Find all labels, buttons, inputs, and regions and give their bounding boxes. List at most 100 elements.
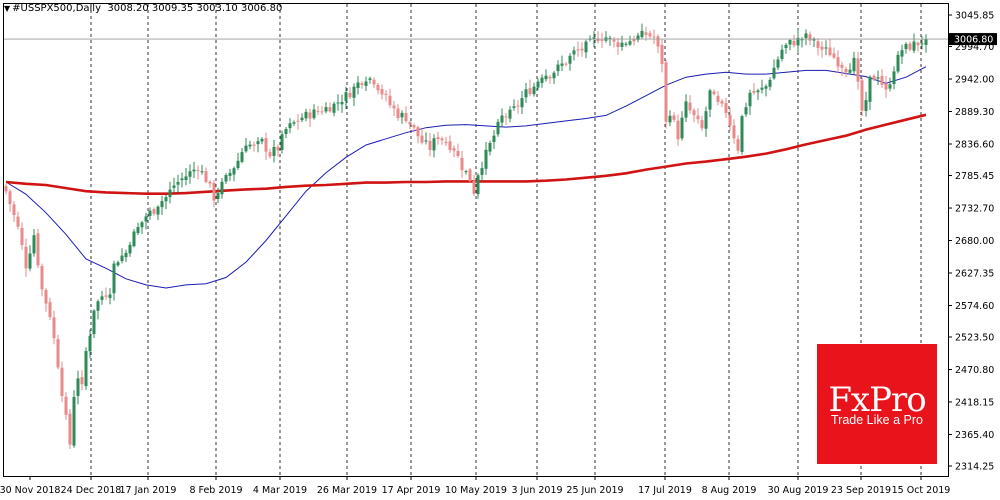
candle-bull bbox=[88, 335, 92, 352]
candle-bear bbox=[644, 32, 648, 35]
candle-bear bbox=[252, 144, 256, 146]
candles bbox=[4, 23, 928, 449]
y-axis: 3045.85 2994.70 2942.00 2889.30 2836.60 2785.… bbox=[948, 11, 994, 473]
candle-bull bbox=[424, 140, 428, 142]
candle-bull bbox=[100, 296, 104, 300]
candle-bull bbox=[484, 149, 488, 169]
candle-bull bbox=[224, 175, 228, 182]
y-tick-label: 2365.40 bbox=[955, 430, 994, 441]
candle-bull bbox=[904, 43, 908, 50]
candle-bull bbox=[544, 75, 548, 80]
candle-bull bbox=[400, 112, 404, 118]
candle-bull bbox=[764, 86, 768, 89]
candle-bull bbox=[536, 81, 540, 88]
candle-bull bbox=[216, 193, 220, 199]
candle-bear bbox=[516, 105, 520, 107]
candle-bear bbox=[700, 120, 704, 129]
candle-bear bbox=[884, 83, 888, 90]
dropdown-triangle-icon[interactable]: ▼ bbox=[4, 4, 11, 13]
candle-bull bbox=[896, 54, 900, 72]
candle-bear bbox=[308, 112, 312, 119]
x-tick-label: 4 Mar 2019 bbox=[253, 485, 307, 496]
candle-bear bbox=[468, 169, 472, 181]
candle-bull bbox=[164, 197, 168, 202]
candle-bull bbox=[624, 43, 628, 45]
candle-bear bbox=[816, 41, 820, 48]
x-tick-label: 25 Jun 2019 bbox=[566, 485, 623, 496]
candle-bear bbox=[752, 91, 756, 93]
candle-bull bbox=[108, 294, 112, 298]
candle-bear bbox=[820, 46, 824, 50]
candle-bull bbox=[140, 222, 144, 228]
candle-bull bbox=[636, 35, 640, 40]
candle-bull bbox=[76, 378, 80, 396]
y-tick-label: 2470.80 bbox=[955, 365, 994, 376]
candle-bull bbox=[240, 152, 244, 162]
candle-bear bbox=[688, 102, 692, 111]
candle-bear bbox=[276, 146, 280, 151]
candle-bull bbox=[480, 168, 484, 175]
candle-bull bbox=[172, 185, 176, 188]
candle-bull bbox=[500, 115, 504, 123]
candle-bull bbox=[592, 37, 596, 40]
ohlc-values: 3008.20 3009.35 3003.10 3006.80 bbox=[107, 3, 283, 14]
candle-bull bbox=[748, 92, 752, 107]
candle-bear bbox=[412, 125, 416, 128]
candle-bear bbox=[632, 39, 636, 42]
candle-bull bbox=[488, 143, 492, 152]
chart-header: ▼ #USSPX500,Daily 3008.20 3009.35 3003.10… bbox=[4, 3, 282, 14]
candle-bull bbox=[568, 55, 572, 64]
candle-bull bbox=[280, 134, 284, 150]
candle-bull bbox=[256, 141, 260, 145]
candle-bull bbox=[804, 33, 808, 39]
candle-bear bbox=[392, 105, 396, 109]
candle-bear bbox=[396, 108, 400, 118]
candle-bear bbox=[104, 295, 108, 297]
logo-tagline: Trade Like a Pro bbox=[831, 413, 923, 427]
y-tick-label: 2574.60 bbox=[955, 301, 994, 312]
candle-bear bbox=[872, 75, 876, 80]
candle-bull bbox=[572, 50, 576, 55]
y-tick-label: 2785.45 bbox=[955, 171, 994, 182]
candle-bull bbox=[96, 301, 100, 311]
candle-bull bbox=[704, 111, 708, 129]
candle-bull bbox=[620, 42, 624, 47]
candle-bull bbox=[552, 72, 556, 79]
candle-bear bbox=[296, 120, 300, 122]
candle-bull bbox=[628, 41, 632, 45]
candle-bull bbox=[292, 122, 296, 124]
candle-bull bbox=[84, 351, 88, 387]
symbol-label: #USSPX500,Daily bbox=[12, 3, 101, 14]
candle-bear bbox=[600, 39, 604, 41]
candle-bear bbox=[528, 88, 532, 94]
logo-wordmark: FxPro bbox=[828, 380, 926, 420]
candle-bull bbox=[200, 171, 204, 173]
candle-bull bbox=[924, 39, 928, 45]
candle-bull bbox=[864, 100, 868, 111]
candle-bear bbox=[720, 101, 724, 104]
candle-bull bbox=[144, 216, 148, 222]
candle-bear bbox=[616, 42, 620, 47]
candle-bear bbox=[420, 135, 424, 143]
candle-bear bbox=[564, 63, 568, 65]
candle-bear bbox=[504, 116, 508, 118]
candle-bear bbox=[576, 49, 580, 51]
candle-bull bbox=[848, 69, 852, 73]
candle-bull bbox=[824, 47, 828, 49]
candle-bull bbox=[132, 231, 136, 247]
ma-line-red bbox=[5, 113, 927, 195]
candle-bear bbox=[916, 42, 920, 46]
candle-bear bbox=[388, 95, 392, 106]
candle-bear bbox=[12, 204, 16, 215]
candle-bear bbox=[328, 107, 332, 112]
candle-bull bbox=[176, 182, 180, 185]
candle-bull bbox=[160, 201, 164, 208]
candle-bear bbox=[860, 80, 864, 111]
candle-bull bbox=[560, 63, 564, 66]
candle-bear bbox=[376, 85, 380, 91]
grid bbox=[90, 4, 922, 476]
current-price-text: 3006.80 bbox=[954, 35, 993, 46]
candle-bear bbox=[828, 47, 832, 56]
candle-bear bbox=[460, 157, 464, 171]
